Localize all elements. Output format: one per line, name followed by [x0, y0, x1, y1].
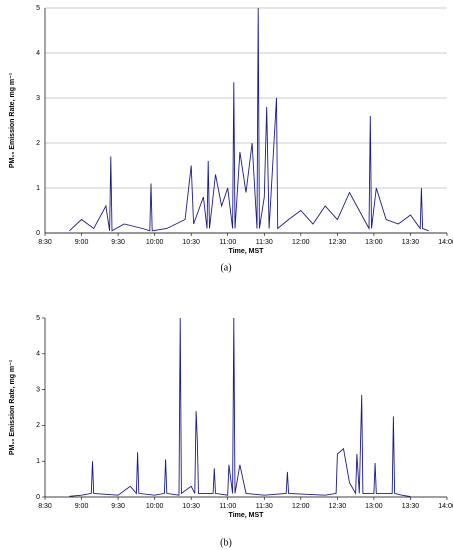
- x-tick-label: 8:30: [38, 503, 52, 510]
- x-tick-label: 8:30: [38, 239, 52, 246]
- x-tick-label: 11:30: [256, 503, 273, 510]
- y-tick-label: 0: [36, 230, 40, 237]
- caption: (b): [220, 537, 232, 548]
- x-tick-label: 12:30: [329, 503, 347, 510]
- x-tick-label: 14:00: [438, 239, 453, 246]
- x-tick-label: 13:30: [402, 503, 420, 510]
- x-tick-label: 10:00: [146, 503, 164, 510]
- x-tick-label: 12:30: [329, 239, 347, 246]
- data-line: [69, 7, 429, 232]
- x-tick-label: 10:30: [182, 503, 200, 510]
- y-axis-label: PM₁₀ Emission Rate, mg m⁻¹: [9, 359, 16, 455]
- x-tick-label: 12:00: [292, 239, 310, 246]
- y-axis-label: PM₁₀ Emission Rate, mg m⁻¹: [9, 72, 16, 168]
- x-tick-label: 14:00: [438, 503, 453, 510]
- x-tick-label: 13:30: [402, 239, 420, 246]
- x-tick-label: 9:00: [75, 503, 89, 510]
- x-tick-label: 11:30: [256, 239, 273, 246]
- y-tick-label: 3: [36, 95, 40, 102]
- y-tick-label: 0: [36, 494, 40, 501]
- x-tick-label: 9:00: [75, 239, 89, 246]
- x-tick-label: 11:00: [219, 239, 236, 246]
- x-tick-label: 9:30: [111, 239, 125, 246]
- x-tick-label: 10:00: [146, 239, 164, 246]
- y-tick-label: 1: [36, 458, 40, 465]
- x-axis-label: Time, MST: [229, 248, 265, 255]
- y-tick-label: 5: [36, 5, 40, 12]
- x-tick-label: 11:00: [219, 503, 236, 510]
- data-line: [69, 317, 411, 498]
- x-tick-label: 13:00: [365, 239, 383, 246]
- y-tick-label: 2: [36, 140, 40, 147]
- x-tick-label: 12:00: [292, 503, 310, 510]
- y-tick-label: 4: [36, 50, 40, 57]
- y-tick-label: 2: [36, 422, 40, 429]
- y-tick-label: 5: [36, 315, 40, 322]
- x-axis-label: Time, MST: [229, 512, 265, 519]
- y-tick-label: 1: [36, 185, 40, 192]
- caption: (a): [220, 262, 231, 273]
- x-tick-label: 10:30: [182, 239, 200, 246]
- y-tick-label: 4: [36, 351, 40, 358]
- y-tick-label: 3: [36, 386, 40, 393]
- x-tick-label: 9:30: [111, 503, 125, 510]
- x-tick-label: 13:00: [365, 503, 383, 510]
